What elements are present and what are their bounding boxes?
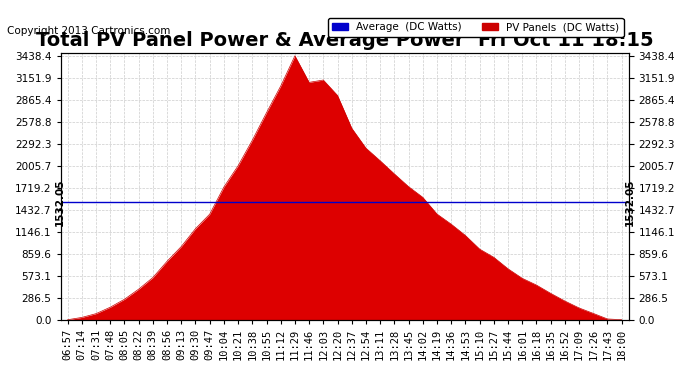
Text: 1532.05: 1532.05 [624,178,634,226]
Text: 1532.05: 1532.05 [55,178,65,226]
Title: Total PV Panel Power & Average Power  Fri Oct 11 18:15: Total PV Panel Power & Average Power Fri… [36,31,653,50]
Text: Copyright 2013 Cartronics.com: Copyright 2013 Cartronics.com [7,26,170,36]
Legend: Average  (DC Watts), PV Panels  (DC Watts): Average (DC Watts), PV Panels (DC Watts) [328,18,624,37]
